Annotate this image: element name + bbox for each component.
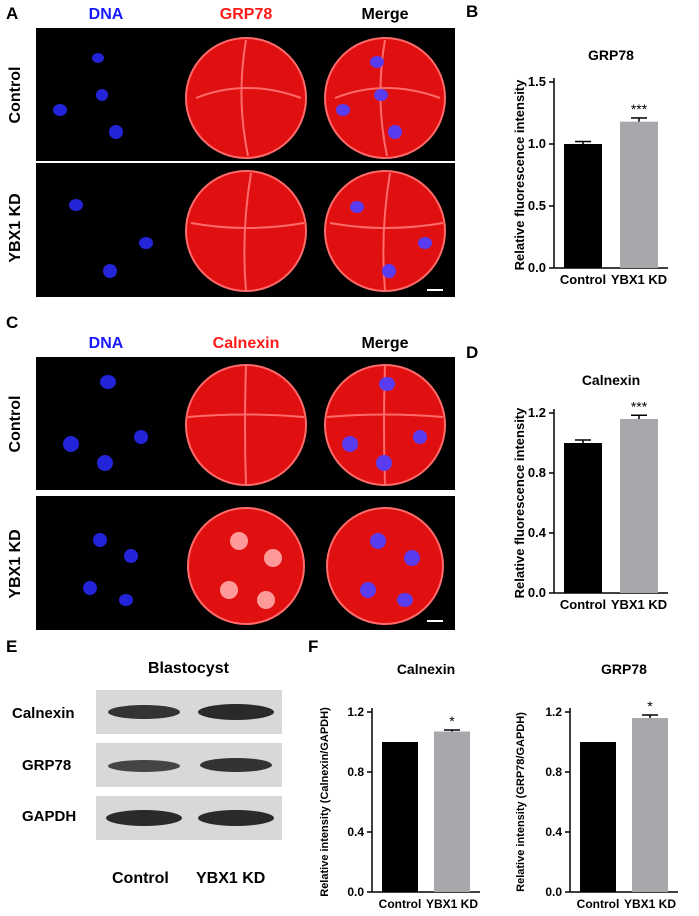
chart-d-title: Calnexin (582, 372, 640, 388)
panel-a-header-dna: DNA (88, 6, 124, 23)
chart-f2-ytick-label: 1.2 (545, 705, 562, 719)
chart-f2-ytick-label: 0.8 (545, 765, 562, 779)
chart-f2-ytick-label: 0.4 (545, 825, 562, 839)
chart-b-xtick-label: Control (560, 272, 606, 287)
blot-row-gapdh: GAPDH (22, 808, 77, 825)
panel-label-e: E (6, 637, 18, 656)
blot-strip-calnexin (96, 690, 282, 734)
blot-lane-ybx1kd: YBX1 KD (196, 870, 266, 887)
panel-a-header-merge: Merge (361, 6, 409, 23)
chart-f2-significance: * (647, 698, 653, 714)
chart-f1-ylabel: Relative intensity (Calnexin/GAPDH) (319, 707, 331, 897)
panel-c-row-ybx1kd: YBX1 KD (7, 529, 24, 599)
chart-d-bar (620, 419, 658, 593)
chart-f1-title: Calnexin (397, 661, 455, 677)
chart-d-xtick-label: Control (560, 597, 606, 612)
chart-f2-title: GRP78 (601, 661, 647, 677)
micrograph-c-control-merge (315, 357, 455, 490)
chart-b-significance: *** (631, 101, 648, 117)
chart-f2-bar (580, 742, 616, 892)
chart-f1: Calnexin Relative intensity (Calnexin/GAP… (319, 661, 480, 911)
chart-f1-ytick-label: 0.0 (347, 885, 364, 899)
chart-f2-bar (632, 718, 668, 892)
chart-d-xtick-label: YBX1 KD (611, 597, 667, 612)
micrograph-a-control-grp78 (176, 28, 316, 161)
chart-f1-significance: * (449, 713, 455, 729)
blot-title: Blastocyst (148, 660, 229, 677)
chart-d-ytick-label: 0.8 (528, 465, 546, 480)
chart-d-ytick-label: 1.2 (528, 405, 546, 420)
chart-b-ytick-label: 1.5 (528, 74, 546, 89)
panel-label-a: A (6, 4, 19, 23)
chart-f1-ytick-label: 1.2 (347, 705, 364, 719)
chart-f2: GRP78 Relative intensity (GRP78/GAPDH) 0.0… (515, 661, 678, 911)
chart-b-xtick-label: YBX1 KD (611, 272, 667, 287)
chart-f1-ytick-label: 0.8 (347, 765, 364, 779)
chart-b-bar (620, 121, 658, 269)
chart-d: Calnexin Relative fluorescence intensity 0… (512, 372, 668, 612)
panel-label-d: D (466, 343, 479, 362)
chart-d-significance: *** (631, 398, 648, 414)
panel-label-b: B (466, 2, 479, 21)
micrograph-a-kd-merge (315, 163, 455, 297)
blot-row-calnexin: Calnexin (12, 705, 75, 722)
blot-strip-gapdh (96, 796, 282, 840)
panel-label-f: F (308, 637, 319, 656)
chart-f2-xtick-label: Control (577, 897, 620, 911)
micrograph-a-kd-grp78 (176, 163, 316, 297)
panel-c-header-calnexin: Calnexin (212, 335, 280, 352)
panel-a-row-ybx1kd: YBX1 KD (7, 193, 24, 263)
blot-strip-grp78 (96, 743, 282, 787)
panel-c-header-dna: DNA (88, 335, 124, 352)
chart-f1-xtick-label: Control (379, 897, 422, 911)
micrograph-c-control-calnexin (176, 357, 316, 490)
micrograph-c-kd-calnexin (176, 496, 316, 630)
micrograph-c-kd-merge (315, 496, 455, 630)
chart-d-ylabel: Relative fluorescence intensity (512, 407, 527, 599)
micrograph-c-control-dna (36, 357, 176, 490)
chart-b-ylabel: Relative fluorescence intensity (512, 79, 527, 271)
chart-f2-ylabel: Relative intensity (GRP78/GAPDH) (515, 712, 527, 892)
micrograph-c-kd-dna (36, 496, 176, 630)
chart-b-ytick-label: 1.0 (528, 136, 546, 151)
chart-b-ytick-label: 0.0 (528, 260, 546, 275)
micrograph-a-kd-dna (36, 163, 176, 297)
blot-row-grp78: GRP78 (22, 757, 72, 774)
chart-f2-xtick-label: YBX1 KD (624, 897, 676, 911)
chart-d-bar (564, 443, 602, 593)
chart-f1-bar (434, 731, 470, 892)
chart-b-title: GRP78 (588, 47, 634, 63)
panel-a-header-grp78: GRP78 (219, 6, 273, 23)
blot-lane-control: Control (112, 870, 169, 887)
panel-c-header-merge: Merge (361, 335, 409, 352)
chart-d-ytick-label: 0.4 (528, 525, 547, 540)
micrograph-a-control-dna (36, 28, 176, 161)
chart-b-bar (564, 144, 602, 268)
panel-label-c: C (6, 313, 19, 332)
chart-f2-ytick-label: 0.0 (545, 885, 562, 899)
chart-f1-bar (382, 742, 418, 892)
panel-c-row-control: Control (7, 395, 24, 453)
chart-b: GRP78 Relative fluorescence intensity 0.0 0… (512, 47, 668, 287)
panel-a-row-control: Control (7, 66, 24, 124)
chart-f1-xtick-label: YBX1 KD (426, 897, 478, 911)
micrograph-a-control-merge (315, 28, 455, 161)
chart-f1-ytick-label: 0.4 (347, 825, 364, 839)
chart-b-ytick-label: 0.5 (528, 198, 546, 213)
chart-d-ytick-label: 0.0 (528, 585, 546, 600)
